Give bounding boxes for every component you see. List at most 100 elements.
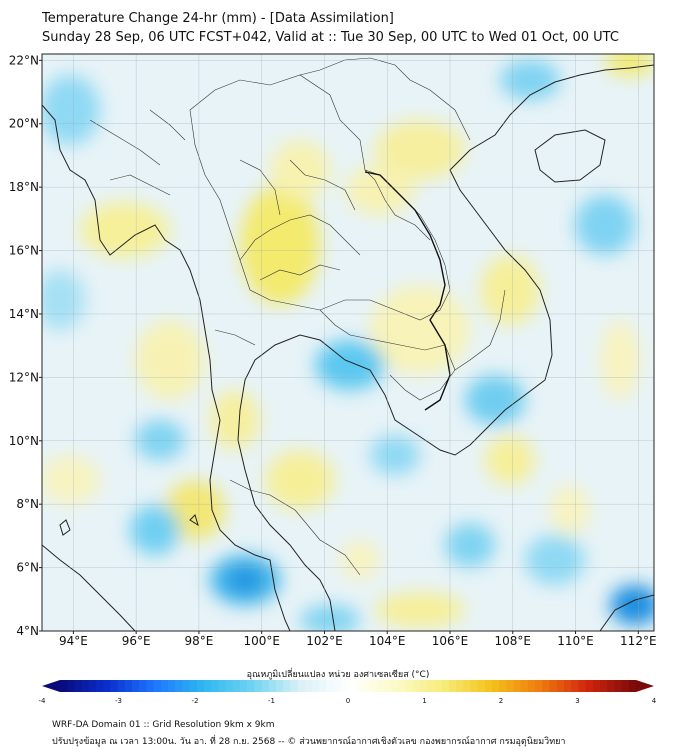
colorbar-cell — [398, 680, 407, 692]
colorbar-tick-label: 3 — [575, 697, 579, 705]
footer-credit: ปรับปรุงข้อมูล ณ เวลา 13:00น. วัน อา. ที… — [52, 737, 566, 747]
colorbar-cell — [607, 680, 615, 692]
colorbar-cell — [175, 680, 183, 692]
lat-tick-label: 8°N — [16, 497, 39, 511]
colorbar-tick-label: 1 — [422, 697, 426, 705]
lon-tick-label: 108°E — [495, 634, 532, 648]
lat-tick-label: 20°N — [9, 117, 39, 131]
colorbar-cell — [614, 680, 623, 692]
colorbar-cell — [218, 680, 227, 692]
colorbar-cell — [600, 680, 608, 692]
colorbar-tick-label: -1 — [268, 697, 275, 705]
colorbar-cell — [405, 680, 414, 692]
colorbar-cell — [312, 680, 320, 692]
colorbar-cell — [160, 680, 169, 692]
lat-tick-label: 16°N — [9, 244, 39, 258]
lon-tick-label: 100°E — [243, 634, 280, 648]
colorbar-cell — [254, 680, 263, 692]
colorbar-cell — [456, 680, 464, 692]
colorbar-cell — [232, 680, 241, 692]
colorbar-title: อุณหภูมิเปลี่ยนแปลง หน่วย องศาเซลเซียส (… — [246, 670, 430, 680]
colorbar-tick-label: 4 — [652, 697, 657, 705]
colorbar-cell — [578, 680, 587, 692]
colorbar-cell — [326, 680, 335, 692]
lon-tick-label: 104°E — [369, 634, 406, 648]
lat-tick-label: 12°N — [9, 370, 39, 384]
colorbar-cell — [463, 680, 471, 692]
colorbar-cell — [376, 680, 385, 692]
colorbar-cell — [81, 680, 90, 692]
lat-tick-label: 4°N — [16, 624, 39, 638]
colorbar-cell — [542, 680, 551, 692]
colorbar-cell — [556, 680, 565, 692]
lon-tick-label: 102°E — [306, 634, 343, 648]
colorbar-cell — [355, 680, 363, 692]
map-title: Temperature Change 24-hr (mm) - [Data As… — [42, 11, 394, 26]
colorbar-cell — [448, 680, 457, 692]
lon-tick-label: 96°E — [122, 634, 151, 648]
colorbar-cell — [628, 680, 637, 692]
colorbar-cell — [492, 680, 500, 692]
colorbar-cell — [434, 680, 443, 692]
lat-tick-label: 14°N — [9, 307, 39, 321]
colorbar-cell — [362, 680, 371, 692]
colorbar-tick-label: -3 — [115, 697, 122, 705]
colorbar-cell — [153, 680, 162, 692]
colorbar-cell — [340, 680, 349, 692]
map-plot-area — [42, 54, 654, 631]
lat-tick-label: 10°N — [9, 434, 39, 448]
colorbar-min-extension — [42, 680, 60, 692]
colorbar-cell — [333, 680, 342, 692]
colorbar-cell — [182, 680, 191, 692]
lon-tick-label: 106°E — [432, 634, 469, 648]
colorbar-cell — [96, 680, 104, 692]
colorbar-cell — [168, 680, 176, 692]
colorbar-cell — [484, 680, 493, 692]
colorbar-cell — [211, 680, 219, 692]
longitude-tick-labels: 94°E 96°E 98°E 100°E 102°E 104°E 106°E 108°E 110… — [59, 631, 657, 648]
lon-tick-label: 98°E — [184, 634, 213, 648]
colorbar-cell — [283, 680, 291, 692]
colorbar-cell — [585, 680, 594, 692]
colorbar-cell — [268, 680, 277, 692]
colorbar-cell — [110, 680, 119, 692]
colorbar-cell — [60, 680, 68, 692]
colorbar-cell — [499, 680, 507, 692]
colorbar-cell — [391, 680, 399, 692]
colorbar-cell — [189, 680, 198, 692]
colorbar-cell — [592, 680, 601, 692]
colorbar-max-extension — [636, 680, 654, 692]
colorbar-cell — [124, 680, 133, 692]
map-frame — [41, 53, 655, 632]
colorbar-cell — [621, 680, 630, 692]
colorbar-cell — [441, 680, 450, 692]
colorbar-cell — [146, 680, 155, 692]
colorbar-cell — [297, 680, 306, 692]
colorbar-cell — [319, 680, 327, 692]
colorbar-cell — [427, 680, 435, 692]
colorbar-cell — [513, 680, 522, 692]
map-subtitle: Sunday 28 Sep, 06 UTC FCST+042, Valid at… — [42, 30, 619, 45]
graticule — [42, 54, 654, 631]
colorbar-cell — [420, 680, 428, 692]
colorbar-cell — [225, 680, 234, 692]
colorbar-cell — [520, 680, 529, 692]
lon-tick-label: 110°E — [557, 634, 594, 648]
colorbar-cell — [196, 680, 205, 692]
colorbar-cell — [276, 680, 284, 692]
footer-model-info: WRF-DA Domain 01 :: Grid Resolution 9km … — [52, 720, 275, 730]
colorbar-cell — [261, 680, 270, 692]
colorbar-cell — [564, 680, 572, 692]
colorbar-tick-label: 0 — [346, 697, 350, 705]
political-borders — [89, 57, 506, 576]
colorbar-cell — [477, 680, 486, 692]
colorbar-cell — [384, 680, 392, 692]
coastlines — [42, 64, 654, 631]
colorbar-cell — [240, 680, 248, 692]
colorbar-cell — [132, 680, 140, 692]
colorbar-cell — [67, 680, 75, 692]
colorbar-cell — [117, 680, 126, 692]
colorbar-cell — [348, 680, 356, 692]
colorbar-cell — [528, 680, 536, 692]
